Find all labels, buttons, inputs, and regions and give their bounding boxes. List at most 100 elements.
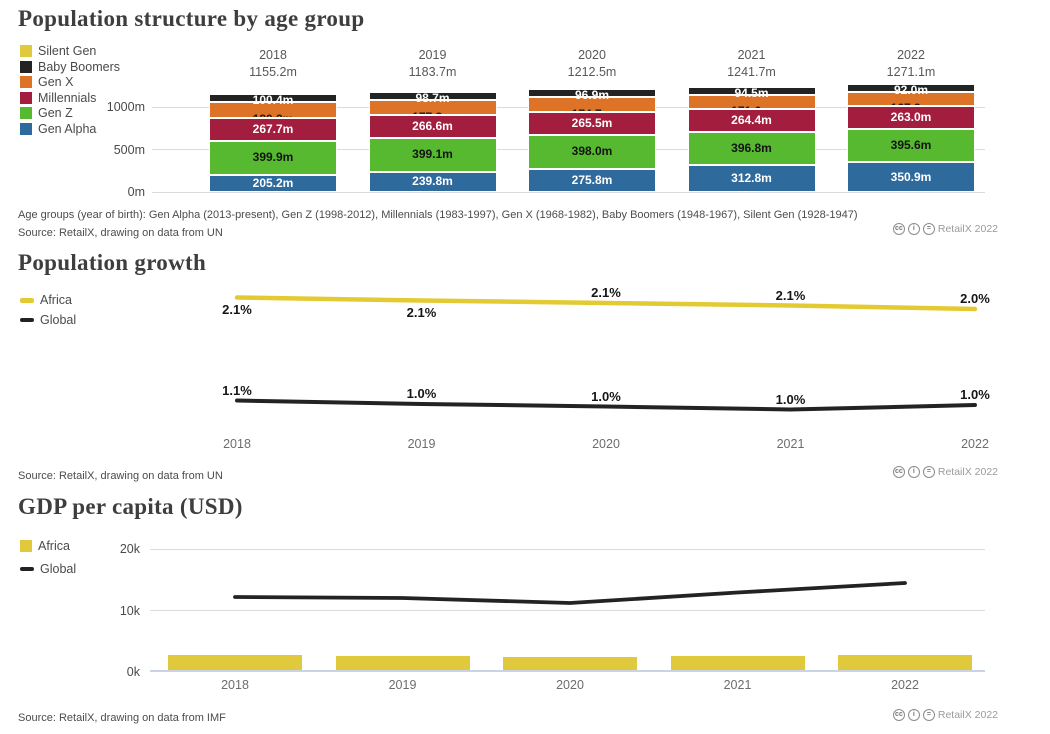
point-label-africa-2021: 2.1% [775,287,806,303]
millennials-swatch-icon [20,91,32,104]
segment-gen-z-2019: 399.1m [368,137,497,172]
africa-swatch-icon [20,540,32,553]
bar-2019: 239.8m 399.1m 266.6m 177.8m 98.7m [368,91,497,192]
segment-label: 239.8m [412,174,453,189]
xtick-2018: 2018 [221,678,249,692]
segment-gen-z-2022: 395.6m [847,128,975,163]
segment-millennials-2021: 264.4m [687,109,816,132]
chart2-legend: Africa Global [20,293,77,333]
xtick-2018: 2018 [223,437,251,451]
column-year: 2019 [418,48,447,62]
cc-icon: cc [892,466,905,478]
xtick-2021: 2021 [776,437,805,451]
legend-label: Africa [38,539,70,554]
license-label: RetailX 2022 [937,223,998,235]
segment-label: 171.6m [689,104,815,108]
no-derivatives-icon: = [922,709,935,721]
bar-2020: 275.8m 398.0m 265.5m 174.7m 96.9m [528,89,656,192]
attribution-icon: i [907,223,920,235]
column-year: 2020 [578,48,606,62]
point-label-global-2018: 1.1% [222,382,252,398]
license-badge: cc i = RetailX 2022 [892,466,998,478]
column-header-2021: 2021 1241.7m [688,47,816,81]
segment-label: 167.9m [848,101,974,105]
ytick-10k: 10k [119,603,140,618]
column-header-2019: 2019 1183.7m [369,47,497,81]
gdp-bar-2022 [838,655,972,670]
column-total: 1212.5m [567,65,617,79]
legend-item-global: Global [20,312,77,327]
point-label-global-2022: 1.0% [960,387,990,402]
chart1-source: Source: RetailX, drawing on data from UN [18,227,223,239]
segment-label: 96.9m [574,88,610,103]
segment-gen-x-2019: 177.8m [368,99,497,116]
ytick-0m: 0m [127,185,145,199]
license-badge: cc i = RetailX 2022 [892,223,998,235]
legend-label: Global [40,312,77,327]
segment-gen-x-2020: 174.7m [528,97,656,113]
segment-gen-x-2021: 171.6m [687,94,816,110]
xtick-2020: 2020 [556,678,584,692]
legend-item-gen-z: Gen Z [20,106,120,121]
gridline-10k [150,610,985,611]
segment-label: 399.1m [412,147,453,162]
point-label-africa-2019: 2.1% [406,304,437,320]
legend-label: Africa [40,293,72,308]
silent-gen-swatch-icon [20,45,32,58]
segment-gen-z-2018: 399.9m [209,140,337,175]
segment-gen-alpha-2022: 350.9m [847,162,975,192]
segment-label: 266.6m [412,118,453,133]
legend-label: Global [40,561,77,576]
segment-label: 98.7m [415,90,450,105]
chart3-legend: Africa Global [20,539,77,585]
segment-baby-boomers-2020: 96.9m [528,89,656,102]
chart1-footnote: Age groups (year of birth): Gen Alpha (2… [18,209,858,221]
gridline-0m [152,191,985,193]
segment-label: 395.6m [890,137,932,152]
segment-label: 174.7m [529,107,655,111]
ytick-0k: 0k [126,665,140,679]
segment-label: 264.4m [731,112,772,127]
bar-2021: 312.8m 396.8m 264.4m 171.6m 94.5m [687,86,816,192]
segment-label: 177.8m [370,110,496,114]
segment-baby-boomers-2019: 98.7m [368,91,497,104]
license-label: RetailX 2022 [937,466,998,478]
global-swatch-icon [20,566,34,571]
segment-label: 180.2m [210,113,336,117]
column-year: 2018 [259,48,287,62]
column-total: 1183.7m [408,65,457,79]
segment-gen-x-2018: 180.2m [209,102,337,118]
segment-label: 396.8m [731,141,772,156]
legend-label: Gen Z [38,106,73,121]
segment-millennials-2019: 266.6m [368,115,497,138]
baby-boomers-swatch-icon [20,60,32,73]
ytick-1000m: 1000m [106,100,145,114]
global-line [233,581,907,605]
segment-label: 398.0m [571,144,613,159]
legend-label: Silent Gen [38,44,97,59]
bar-2018: 205.2m 399.9m 267.7m 180.2m 100.4m [209,93,337,192]
gen-x-swatch-icon [20,76,32,89]
xtick-2021: 2021 [723,678,752,692]
column-header-2022: 2022 1271.1m [847,47,975,81]
segment-label: 267.7m [252,121,294,136]
segment-gen-alpha-2018: 205.2m [209,174,337,192]
chart1-legend: Silent Gen Baby Boomers Gen X Millennials Ge… [20,44,120,138]
legend-item-africa: Africa [20,539,76,554]
point-label-africa-2018: 2.1% [222,301,252,317]
point-label-africa-2020: 2.1% [591,285,621,300]
attribution-icon: i [907,709,920,721]
no-derivatives-icon: = [922,223,935,235]
ytick-500m: 500m [113,142,145,157]
cc-icon: cc [892,709,905,721]
gen-alpha-swatch-icon [20,122,32,135]
segment-label: 263.0m [890,109,932,124]
column-total: 1271.1m [886,65,936,79]
xtick-2019: 2019 [388,678,417,692]
chart3-title: GDP per capita (USD) [18,494,243,519]
segment-label: 312.8m [731,171,772,186]
xtick-2019: 2019 [407,437,436,451]
xtick-2020: 2020 [592,437,620,451]
segment-label: 92.0m [893,83,929,98]
segment-label: 350.9m [890,169,932,184]
